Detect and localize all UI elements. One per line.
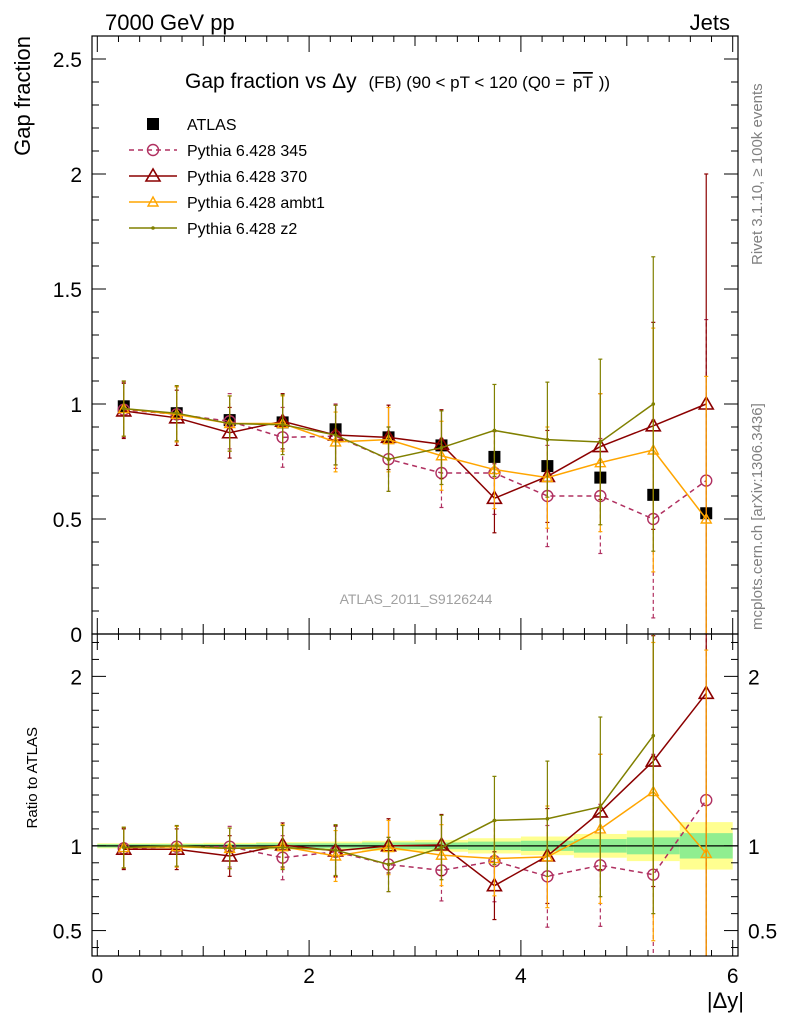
top-line-p370 bbox=[123, 403, 707, 500]
ratio-series-ambt1 bbox=[117, 641, 713, 956]
top-point bbox=[333, 433, 338, 437]
plot-title: Gap fraction vs Δy (FB) (90 < pT < 120 (… bbox=[185, 70, 610, 93]
xtick-label: 2 bbox=[303, 965, 315, 988]
top-point bbox=[700, 512, 713, 524]
xtick-label: 4 bbox=[515, 965, 527, 988]
ratio-point bbox=[121, 845, 126, 850]
ratio-point bbox=[333, 848, 338, 852]
bottom-ylabel: Ratio to ATLAS bbox=[24, 727, 41, 828]
top-point bbox=[386, 457, 391, 462]
ratio-point bbox=[227, 846, 232, 851]
ratio-point bbox=[545, 816, 550, 821]
title-pt: pT bbox=[573, 73, 593, 92]
top-line-p345 bbox=[123, 409, 707, 520]
ratio-series-layer bbox=[115, 634, 715, 956]
ratio-ytick-label: 2 bbox=[70, 666, 82, 689]
ratio-line-p370 bbox=[123, 692, 707, 887]
ratio-point bbox=[651, 733, 656, 738]
legend-label: Pythia 6.428 345 bbox=[187, 143, 307, 160]
legend-marker bbox=[147, 118, 159, 130]
top-ylabel: Gap fraction bbox=[10, 36, 35, 156]
legend: ATLAS Pythia 6.428 345 Pythia 6.428 370 Pyt… bbox=[129, 117, 325, 238]
xtick-label: 6 bbox=[727, 965, 739, 988]
top-point bbox=[174, 411, 179, 416]
top-series-p370 bbox=[115, 173, 715, 634]
top-ytick-label: 2 bbox=[70, 164, 82, 187]
bottom-xlabel: |Δy| bbox=[707, 988, 744, 1013]
top-point bbox=[598, 440, 603, 444]
ratio-point bbox=[492, 818, 497, 823]
axis-ticks: 0 0.5 1 1.5 2 2.5 0.5 0.5 1 1 2 2 0 2 4 6 bbox=[53, 36, 777, 988]
ratio-point bbox=[598, 805, 603, 809]
legend-entry-ambt1: Pythia 6.428 ambt1 bbox=[129, 195, 325, 212]
legend-label: Pythia 6.428 z2 bbox=[187, 221, 297, 238]
title-delta: Δy bbox=[332, 70, 357, 93]
ratio-point bbox=[439, 845, 444, 850]
bottom-frame bbox=[91, 633, 739, 957]
ratio-point bbox=[174, 844, 179, 848]
top-point bbox=[439, 445, 444, 450]
legend-label: Pythia 6.428 ambt1 bbox=[187, 195, 325, 212]
top-series-ambt1 bbox=[117, 327, 713, 634]
rivet-label: Rivet 3.1.10, ≥ 100k events bbox=[749, 83, 766, 265]
ratio-point bbox=[700, 847, 713, 859]
ratio-ytick-label: 0.5 bbox=[53, 921, 82, 944]
analysis-watermark: ATLAS_2011_S9126244 bbox=[340, 591, 493, 607]
top-point bbox=[651, 402, 656, 406]
ratio-ytick-label-right: 2 bbox=[748, 666, 760, 689]
header-energy-label: 7000 GeV pp bbox=[105, 10, 235, 35]
top-ytick-label: 0 bbox=[70, 624, 82, 647]
legend-marker bbox=[146, 143, 160, 157]
title-cond: (FB) (90 < pT < 120 (Q0 = bbox=[368, 73, 565, 92]
top-ytick-label: 0.5 bbox=[53, 509, 82, 532]
top-point bbox=[121, 406, 126, 411]
header-jets-label: Jets bbox=[690, 10, 730, 35]
ratio-point bbox=[280, 845, 285, 850]
top-ytick-label: 2.5 bbox=[53, 49, 82, 72]
top-series-z2 bbox=[121, 256, 656, 552]
title-end: )) bbox=[599, 73, 610, 92]
top-ytick-label: 1.5 bbox=[53, 279, 82, 302]
legend-entry-data: ATLAS bbox=[147, 117, 237, 134]
legend-entry-z2: Pythia 6.428 z2 bbox=[129, 221, 297, 238]
legend-entry-p370: Pythia 6.428 370 bbox=[129, 167, 307, 186]
top-point bbox=[545, 437, 550, 442]
top-line-ambt1 bbox=[123, 407, 707, 520]
legend-marker bbox=[146, 195, 160, 207]
ratio-series-p370 bbox=[115, 634, 715, 956]
ratio-ytick-label: 1 bbox=[70, 836, 82, 859]
mcplots-label: mcplots.cern.ch [arXiv:1306.3436] bbox=[749, 403, 766, 630]
top-point bbox=[492, 428, 497, 433]
top-ytick-label: 1 bbox=[70, 394, 82, 417]
legend-label: ATLAS bbox=[187, 117, 237, 134]
ratio-point bbox=[386, 862, 391, 867]
ratio-ytick-label-right: 1 bbox=[748, 836, 760, 859]
legend-marker bbox=[151, 226, 155, 230]
ratio-ytick-label-right: 0.5 bbox=[748, 921, 777, 944]
title-main: Gap fraction vs bbox=[185, 70, 326, 93]
xtick-label: 0 bbox=[91, 965, 103, 988]
legend-marker bbox=[144, 167, 162, 182]
top-series-layer bbox=[115, 173, 715, 634]
legend-entry-p345: Pythia 6.428 345 bbox=[129, 143, 307, 160]
top-point bbox=[227, 421, 232, 426]
legend-label: Pythia 6.428 370 bbox=[187, 169, 307, 186]
ratio-series-z2 bbox=[121, 634, 656, 915]
top-point bbox=[280, 422, 285, 427]
